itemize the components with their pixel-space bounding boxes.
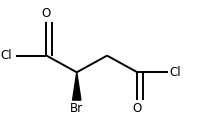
Text: Cl: Cl bbox=[169, 66, 181, 79]
Text: O: O bbox=[133, 102, 142, 115]
Polygon shape bbox=[73, 72, 81, 100]
Text: Cl: Cl bbox=[1, 49, 12, 62]
Text: O: O bbox=[42, 7, 51, 20]
Text: Br: Br bbox=[70, 102, 83, 115]
